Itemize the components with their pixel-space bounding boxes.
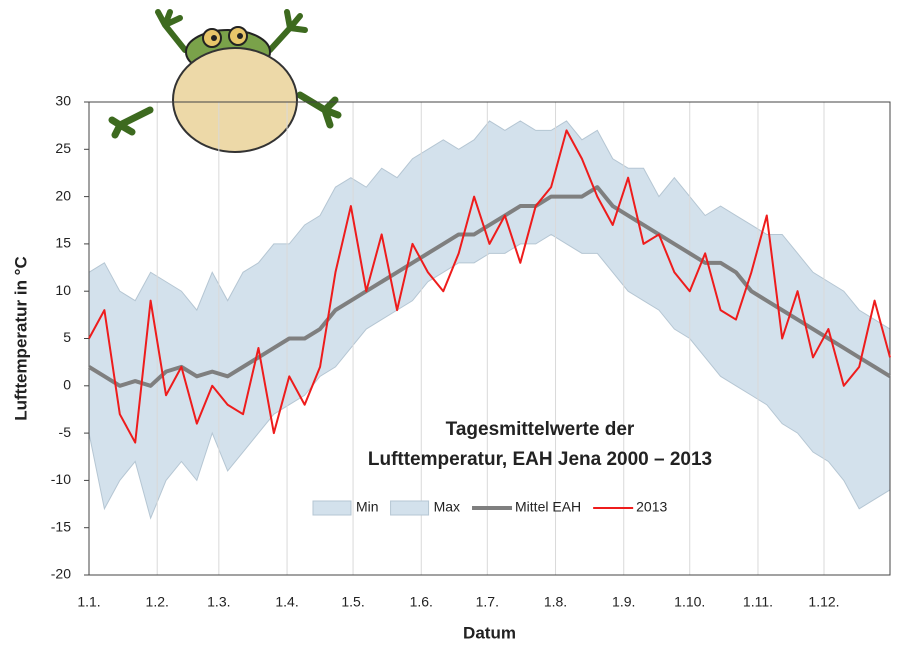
legend-label: Mittel EAH [515,499,581,515]
x-tick-label: 1.1. [77,594,100,610]
y-tick-label: -20 [51,566,71,582]
annotation: Tagesmittelwerte der [446,419,635,440]
x-axis-label: Datum [463,623,516,642]
y-tick-label: -10 [51,471,71,487]
chart: 1.1. 1.2. 1.3. 1.4. 1.5. 1.6. 1.7. 1.8. 1.9. 1.10… [0,0,897,646]
x-tick-label: 1.5. [341,594,364,610]
x-tick-label: 1.9. [612,594,635,610]
legend-label: Min [356,499,379,515]
legend-label: 2013 [636,499,667,515]
y-tick-label: 30 [55,93,71,109]
x-tick-label: 1.6. [410,594,433,610]
x-tick-label: 1.11. [743,594,773,610]
frog-illustration [112,12,338,152]
y-tick-label: -15 [51,518,71,534]
y-tick-label: 5 [63,329,71,345]
y-tick-label: 15 [55,235,71,251]
x-tick-label: 1.4. [275,594,298,610]
y-axis-label: Lufttemperatur in °C [11,256,30,421]
x-tick-label: 1.8. [544,594,567,610]
x-tick-label: 1.7. [476,594,499,610]
legend-swatch [391,501,429,515]
x-tick-label: 1.2. [146,594,169,610]
y-tick-label: 20 [55,187,71,203]
annotation: Lufttemperatur, EAH Jena 2000 – 2013 [368,449,712,470]
y-tick-label: 0 [63,377,71,393]
x-tick-label: 1.10. [674,594,705,610]
legend-label: Max [434,499,460,515]
y-tick-label: 25 [55,140,71,156]
x-tick-label: 1.3. [207,594,230,610]
y-tick-label: -5 [59,424,72,440]
x-tick-label: 1.12. [808,594,839,610]
legend-swatch [313,501,351,515]
y-tick-label: 10 [55,282,71,298]
